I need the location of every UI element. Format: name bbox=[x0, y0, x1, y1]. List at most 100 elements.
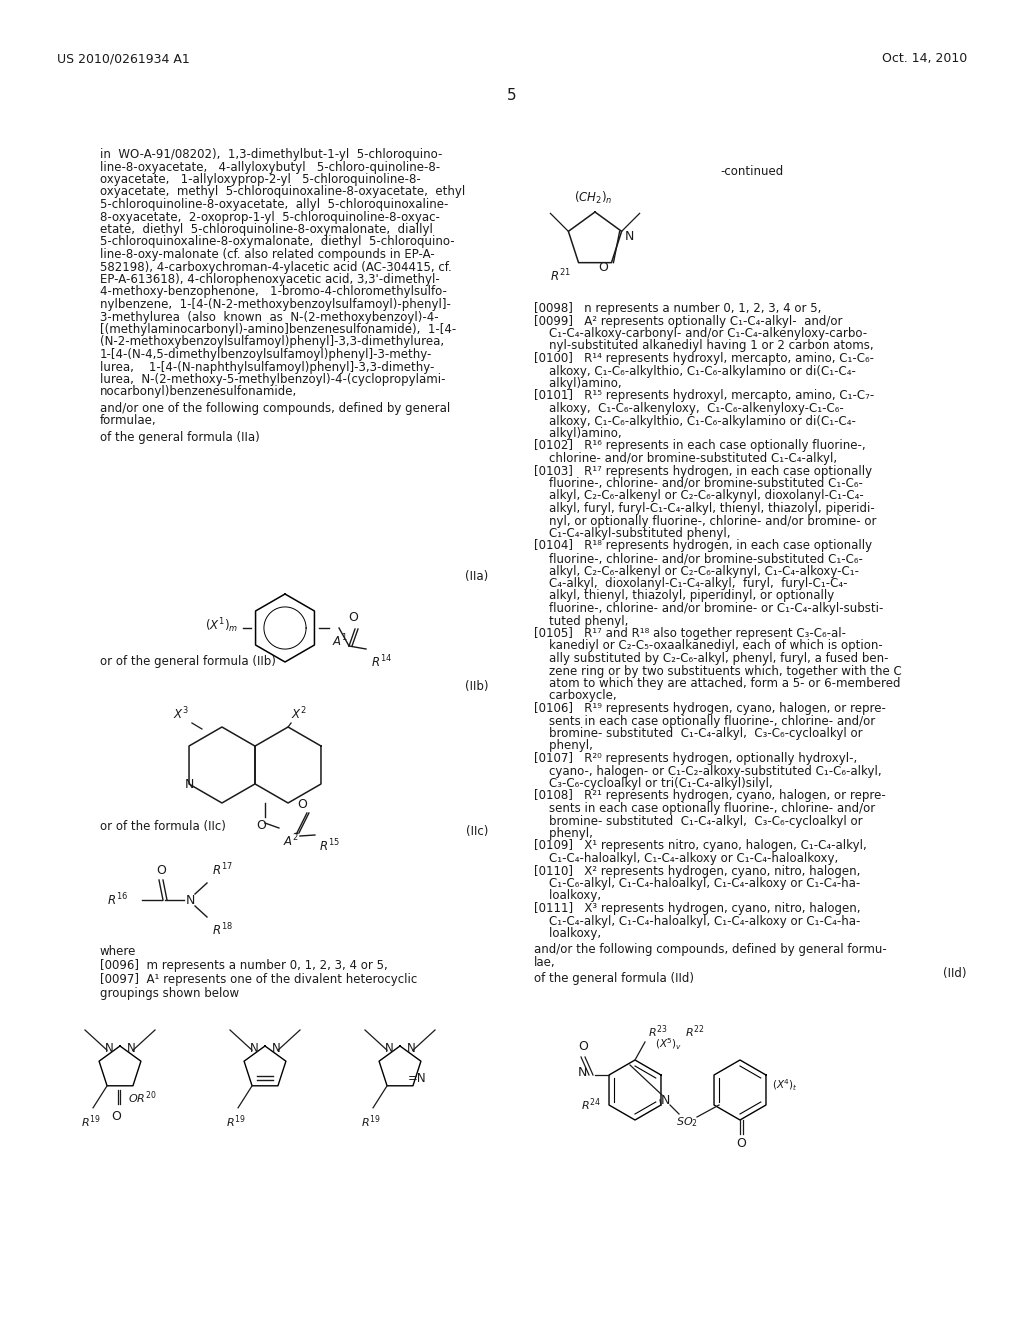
Text: [0102]   R¹⁶ represents in each case optionally fluorine-,: [0102] R¹⁶ represents in each case optio… bbox=[534, 440, 865, 453]
Text: [0107]   R²⁰ represents hydrogen, optionally hydroxyl-,: [0107] R²⁰ represents hydrogen, optional… bbox=[534, 752, 857, 766]
Text: alkyl, C₂-C₆-alkenyl or C₂-C₆-alkynyl, dioxolanyl-C₁-C₄-: alkyl, C₂-C₆-alkenyl or C₂-C₆-alkynyl, d… bbox=[534, 490, 864, 503]
Text: ally substituted by C₂-C₆-alkyl, phenyl, furyl, a fused ben-: ally substituted by C₂-C₆-alkyl, phenyl,… bbox=[534, 652, 889, 665]
Text: =N: =N bbox=[408, 1072, 427, 1085]
Text: line-8-oxy-malonate (cf. also related compounds in EP-A-: line-8-oxy-malonate (cf. also related co… bbox=[100, 248, 435, 261]
Text: or of the general formula (IIb): or of the general formula (IIb) bbox=[100, 655, 275, 668]
Text: C₁-C₄-alkyl-substituted phenyl,: C₁-C₄-alkyl-substituted phenyl, bbox=[534, 527, 730, 540]
Text: $OR^{20}$: $OR^{20}$ bbox=[128, 1090, 157, 1106]
Text: $R^{19}$: $R^{19}$ bbox=[81, 1114, 101, 1130]
Text: line-8-oxyacetate,   4-allyloxybutyl   5-chloro-quinoline-8-: line-8-oxyacetate, 4-allyloxybutyl 5-chl… bbox=[100, 161, 440, 173]
Text: N: N bbox=[625, 230, 634, 243]
Text: loalkoxy,: loalkoxy, bbox=[534, 890, 601, 903]
Text: tuted phenyl,: tuted phenyl, bbox=[534, 615, 629, 627]
Text: 1-[4-(N-4,5-dimethylbenzoylsulfamoyl)phenyl]-3-methy-: 1-[4-(N-4,5-dimethylbenzoylsulfamoyl)phe… bbox=[100, 348, 432, 360]
Text: C₁-C₄-alkyl, C₁-C₄-haloalkyl, C₁-C₄-alkoxy or C₁-C₄-ha-: C₁-C₄-alkyl, C₁-C₄-haloalkyl, C₁-C₄-alko… bbox=[534, 915, 860, 928]
Text: $R^{24}$: $R^{24}$ bbox=[581, 1097, 601, 1113]
Text: (IIc): (IIc) bbox=[466, 825, 488, 838]
Text: -continued: -continued bbox=[720, 165, 783, 178]
Text: $(CH_2)_n$: $(CH_2)_n$ bbox=[573, 190, 612, 206]
Text: nocarbonyl)benzenesulfonamide,: nocarbonyl)benzenesulfonamide, bbox=[100, 385, 297, 399]
Text: $A^2$: $A^2$ bbox=[283, 833, 299, 850]
Text: alkyl, furyl, furyl-C₁-C₄-alkyl, thienyl, thiazolyl, piperidi-: alkyl, furyl, furyl-C₁-C₄-alkyl, thienyl… bbox=[534, 502, 874, 515]
Text: and/or the following compounds, defined by general formu-: and/or the following compounds, defined … bbox=[534, 944, 887, 956]
Text: oxyacetate,   1-allyloxyprop-2-yl   5-chloroquinoline-8-: oxyacetate, 1-allyloxyprop-2-yl 5-chloro… bbox=[100, 173, 421, 186]
Text: [0106]   R¹⁹ represents hydrogen, cyano, halogen, or repre-: [0106] R¹⁹ represents hydrogen, cyano, h… bbox=[534, 702, 886, 715]
Text: where: where bbox=[100, 945, 136, 958]
Text: $A^1$: $A^1$ bbox=[332, 634, 348, 649]
Text: or of the formula (IIc): or of the formula (IIc) bbox=[100, 820, 226, 833]
Text: N: N bbox=[127, 1041, 135, 1055]
Text: $R^{14}$: $R^{14}$ bbox=[371, 653, 392, 671]
Text: formulae,: formulae, bbox=[100, 414, 157, 428]
Text: in  WO-A-91/08202),  1,3-dimethylbut-1-yl  5-chloroquino-: in WO-A-91/08202), 1,3-dimethylbut-1-yl … bbox=[100, 148, 442, 161]
Text: $R^{23}$: $R^{23}$ bbox=[648, 1023, 668, 1040]
Text: alkyl)amino,: alkyl)amino, bbox=[534, 378, 622, 389]
Text: phenyl,: phenyl, bbox=[534, 828, 593, 840]
Text: [0098]   n represents a number 0, 1, 2, 3, 4 or 5,: [0098] n represents a number 0, 1, 2, 3,… bbox=[534, 302, 821, 315]
Text: [0103]   R¹⁷ represents hydrogen, in each case optionally: [0103] R¹⁷ represents hydrogen, in each … bbox=[534, 465, 872, 478]
Text: $(X^4)_t$: $(X^4)_t$ bbox=[772, 1077, 798, 1093]
Text: lae,: lae, bbox=[534, 956, 556, 969]
Text: (IIa): (IIa) bbox=[465, 570, 488, 583]
Text: O: O bbox=[111, 1110, 121, 1123]
Text: phenyl,: phenyl, bbox=[534, 739, 593, 752]
Text: and/or one of the following compounds, defined by general: and/or one of the following compounds, d… bbox=[100, 401, 451, 414]
Text: fluorine-, chlorine- and/or bromine- or C₁-C₄-alkyl-substi-: fluorine-, chlorine- and/or bromine- or … bbox=[534, 602, 884, 615]
Text: carboxycle,: carboxycle, bbox=[534, 689, 616, 702]
Text: kanediyl or C₂-C₅-oxaalkanediyl, each of which is option-: kanediyl or C₂-C₅-oxaalkanediyl, each of… bbox=[534, 639, 883, 652]
Text: atom to which they are attached, form a 5- or 6-membered: atom to which they are attached, form a … bbox=[534, 677, 900, 690]
Text: N: N bbox=[185, 894, 195, 907]
Text: $R^{21}$: $R^{21}$ bbox=[550, 268, 570, 284]
Text: O: O bbox=[156, 865, 166, 876]
Text: N: N bbox=[104, 1041, 114, 1055]
Text: chlorine- and/or bromine-substituted C₁-C₄-alkyl,: chlorine- and/or bromine-substituted C₁-… bbox=[534, 451, 838, 465]
Text: [0105]   R¹⁷ and R¹⁸ also together represent C₃-C₆-al-: [0105] R¹⁷ and R¹⁸ also together represe… bbox=[534, 627, 846, 640]
Text: Oct. 14, 2010: Oct. 14, 2010 bbox=[882, 51, 967, 65]
Text: alkyl)amino,: alkyl)amino, bbox=[534, 426, 622, 440]
Text: fluorine-, chlorine- and/or bromine-substituted C₁-C₆-: fluorine-, chlorine- and/or bromine-subs… bbox=[534, 477, 863, 490]
Text: bromine- substituted  C₁-C₄-alkyl,  C₃-C₆-cycloalkyl or: bromine- substituted C₁-C₄-alkyl, C₃-C₆-… bbox=[534, 814, 862, 828]
Text: US 2010/0261934 A1: US 2010/0261934 A1 bbox=[57, 51, 189, 65]
Text: N: N bbox=[385, 1041, 393, 1055]
Text: 3-methylurea  (also  known  as  N-(2-methoxybenzoyl)-4-: 3-methylurea (also known as N-(2-methoxy… bbox=[100, 310, 438, 323]
Text: C₁-C₆-alkyl, C₁-C₄-haloalkyl, C₁-C₄-alkoxy or C₁-C₄-ha-: C₁-C₆-alkyl, C₁-C₄-haloalkyl, C₁-C₄-alko… bbox=[534, 876, 860, 890]
Text: [0104]   R¹⁸ represents hydrogen, in each case optionally: [0104] R¹⁸ represents hydrogen, in each … bbox=[534, 540, 872, 553]
Text: alkoxy,  C₁-C₆-alkenyloxy,  C₁-C₆-alkenyloxy-C₁-C₆-: alkoxy, C₁-C₆-alkenyloxy, C₁-C₆-alkenylo… bbox=[534, 403, 844, 414]
Text: C₃-C₆-cycloalkyl or tri(C₁-C₄-alkyl)silyl,: C₃-C₆-cycloalkyl or tri(C₁-C₄-alkyl)sily… bbox=[534, 777, 773, 789]
Text: of the general formula (IIa): of the general formula (IIa) bbox=[100, 430, 260, 444]
Text: [0109]   X¹ represents nitro, cyano, halogen, C₁-C₄-alkyl,: [0109] X¹ represents nitro, cyano, halog… bbox=[534, 840, 866, 853]
Text: alkyl, thienyl, thiazolyl, piperidinyl, or optionally: alkyl, thienyl, thiazolyl, piperidinyl, … bbox=[534, 590, 835, 602]
Text: N: N bbox=[271, 1041, 281, 1055]
Text: [0100]   R¹⁴ represents hydroxyl, mercapto, amino, C₁-C₆-: [0100] R¹⁴ represents hydroxyl, mercapto… bbox=[534, 352, 874, 366]
Text: nylbenzene,  1-[4-(N-2-methoxybenzoylsulfamoyl)-phenyl]-: nylbenzene, 1-[4-(N-2-methoxybenzoylsulf… bbox=[100, 298, 451, 312]
Text: $X^2$: $X^2$ bbox=[291, 705, 307, 722]
Text: 5-chloroquinoline-8-oxyacetate,  allyl  5-chloroquinoxaline-: 5-chloroquinoline-8-oxyacetate, allyl 5-… bbox=[100, 198, 449, 211]
Text: bromine- substituted  C₁-C₄-alkyl,  C₃-C₆-cycloalkyl or: bromine- substituted C₁-C₄-alkyl, C₃-C₆-… bbox=[534, 727, 862, 741]
Text: O: O bbox=[579, 1040, 588, 1053]
Text: $SO_2$: $SO_2$ bbox=[676, 1115, 698, 1129]
Text: alkoxy, C₁-C₆-alkylthio, C₁-C₆-alkylamino or di(C₁-C₄-: alkoxy, C₁-C₆-alkylthio, C₁-C₆-alkylamin… bbox=[534, 414, 856, 428]
Text: O: O bbox=[736, 1137, 745, 1150]
Text: $R^{22}$: $R^{22}$ bbox=[685, 1023, 705, 1040]
Text: sents in each case optionally fluorine-, chlorine- and/or: sents in each case optionally fluorine-,… bbox=[534, 714, 876, 727]
Text: etate,  diethyl  5-chloroquinoline-8-oxymalonate,  diallyl: etate, diethyl 5-chloroquinoline-8-oxyma… bbox=[100, 223, 433, 236]
Text: 5-chloroquinoxaline-8-oxymalonate,  diethyl  5-chloroquino-: 5-chloroquinoxaline-8-oxymalonate, dieth… bbox=[100, 235, 455, 248]
Text: alkoxy, C₁-C₆-alkylthio, C₁-C₆-alkylamino or di(C₁-C₄-: alkoxy, C₁-C₆-alkylthio, C₁-C₆-alkylamin… bbox=[534, 364, 856, 378]
Text: [0096]  m represents a number 0, 1, 2, 3, 4 or 5,: [0096] m represents a number 0, 1, 2, 3,… bbox=[100, 960, 388, 972]
Text: O: O bbox=[598, 261, 608, 275]
Text: 8-oxyacetate,  2-oxoprop-1-yl  5-chloroquinoline-8-oxyac-: 8-oxyacetate, 2-oxoprop-1-yl 5-chloroqui… bbox=[100, 210, 440, 223]
Text: [0111]   X³ represents hydrogen, cyano, nitro, halogen,: [0111] X³ represents hydrogen, cyano, ni… bbox=[534, 902, 860, 915]
Text: groupings shown below: groupings shown below bbox=[100, 987, 240, 1001]
Text: (IId): (IId) bbox=[943, 968, 967, 979]
Text: $X^3$: $X^3$ bbox=[173, 705, 189, 722]
Text: N: N bbox=[660, 1093, 670, 1106]
Text: O: O bbox=[256, 818, 266, 832]
Text: C₄-alkyl,  dioxolanyl-C₁-C₄-alkyl,  furyl,  furyl-C₁-C₄-: C₄-alkyl, dioxolanyl-C₁-C₄-alkyl, furyl,… bbox=[534, 577, 848, 590]
Text: $R^{16}$: $R^{16}$ bbox=[106, 892, 128, 908]
Text: lurea,    1-[4-(N-naphthylsulfamoyl)phenyl]-3,3-dimethy-: lurea, 1-[4-(N-naphthylsulfamoyl)phenyl]… bbox=[100, 360, 434, 374]
Text: C₁-C₄-haloalkyl, C₁-C₄-alkoxy or C₁-C₄-haloalkoxy,: C₁-C₄-haloalkyl, C₁-C₄-alkoxy or C₁-C₄-h… bbox=[534, 851, 839, 865]
Text: 582198), 4-carboxychroman-4-ylacetic acid (AC-304415, cf.: 582198), 4-carboxychroman-4-ylacetic aci… bbox=[100, 260, 452, 273]
Text: $R^{17}$: $R^{17}$ bbox=[212, 862, 232, 878]
Text: sents in each case optionally fluorine-, chlorine- and/or: sents in each case optionally fluorine-,… bbox=[534, 803, 876, 814]
Text: 5: 5 bbox=[507, 88, 517, 103]
